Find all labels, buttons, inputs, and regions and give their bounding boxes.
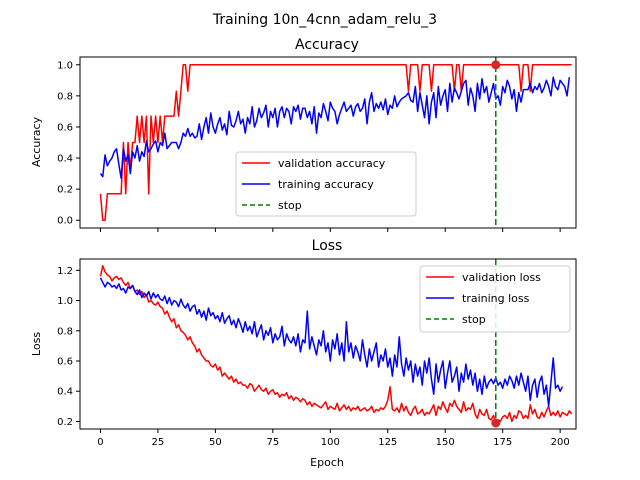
- x-tick-label: 150: [436, 437, 455, 448]
- legend-label-validation: validation loss: [462, 271, 541, 284]
- x-tick-label: 175: [493, 437, 512, 448]
- x-tick-label: 25: [152, 437, 165, 448]
- loss-validation-line: [99, 265, 573, 424]
- y-tick-label: 0.4: [57, 154, 73, 165]
- accuracy-title: Accuracy: [295, 37, 359, 53]
- x-tick-label: 125: [378, 437, 397, 448]
- accuracy-training-line: [99, 76, 571, 179]
- x-axis-label: Epoch: [310, 456, 344, 469]
- y-tick-label: 0.6: [57, 122, 73, 133]
- y-tick-label: 0.8: [57, 91, 73, 102]
- x-tick-label: 100: [321, 437, 340, 448]
- legend-label-validation: validation accuracy: [278, 157, 386, 170]
- legend-label-training: training accuracy: [278, 178, 374, 191]
- x-tick-label: 75: [266, 437, 279, 448]
- y-tick-label: 0.2: [57, 417, 73, 428]
- accuracy-stop-marker: [491, 60, 501, 70]
- x-tick-label: 200: [551, 437, 570, 448]
- loss-panel: Loss Loss 0 25 50 75 100 125 150 175 200 0.2 0.4 0.…: [30, 238, 577, 448]
- y-tick-label: 1.2: [57, 266, 73, 277]
- legend-box: [419, 265, 571, 333]
- legend-label-stop: stop: [462, 313, 486, 326]
- y-tick-label: 0.2: [57, 185, 73, 196]
- loss-axes-frame: [79, 258, 577, 430]
- x-tick-label: 0: [97, 437, 103, 448]
- legend-box: [235, 151, 417, 217]
- y-tick-label: 0.6: [57, 357, 73, 368]
- accuracy-ylabel: Accuracy: [30, 116, 43, 167]
- loss-training-line: [99, 277, 564, 408]
- y-tick-label: 0.8: [57, 326, 73, 337]
- legend-label-stop: stop: [278, 199, 302, 212]
- accuracy-panel: Accuracy Accuracy 0.0 0.2 0.4 0.6 0.8 1.0 vali…: [30, 37, 577, 232]
- y-tick-label: 1.0: [57, 296, 73, 307]
- loss-ylabel: Loss: [30, 332, 43, 356]
- legend-label-training: training loss: [462, 292, 530, 305]
- x-tick-label: 50: [209, 437, 222, 448]
- accuracy-legend: validation accuracy training accuracy stop: [235, 151, 417, 217]
- y-tick-label: 1.0: [57, 60, 73, 71]
- figure-suptitle: Training 10n_4cnn_adam_relu_3: [212, 12, 437, 28]
- loss-legend: validation loss training loss stop: [419, 265, 571, 333]
- accuracy-axes-frame: [79, 56, 577, 229]
- y-tick-label: 0.4: [57, 387, 73, 398]
- loss-title: Loss: [312, 238, 343, 254]
- loss-stop-marker: [491, 418, 501, 428]
- y-tick-label: 0.0: [57, 216, 73, 227]
